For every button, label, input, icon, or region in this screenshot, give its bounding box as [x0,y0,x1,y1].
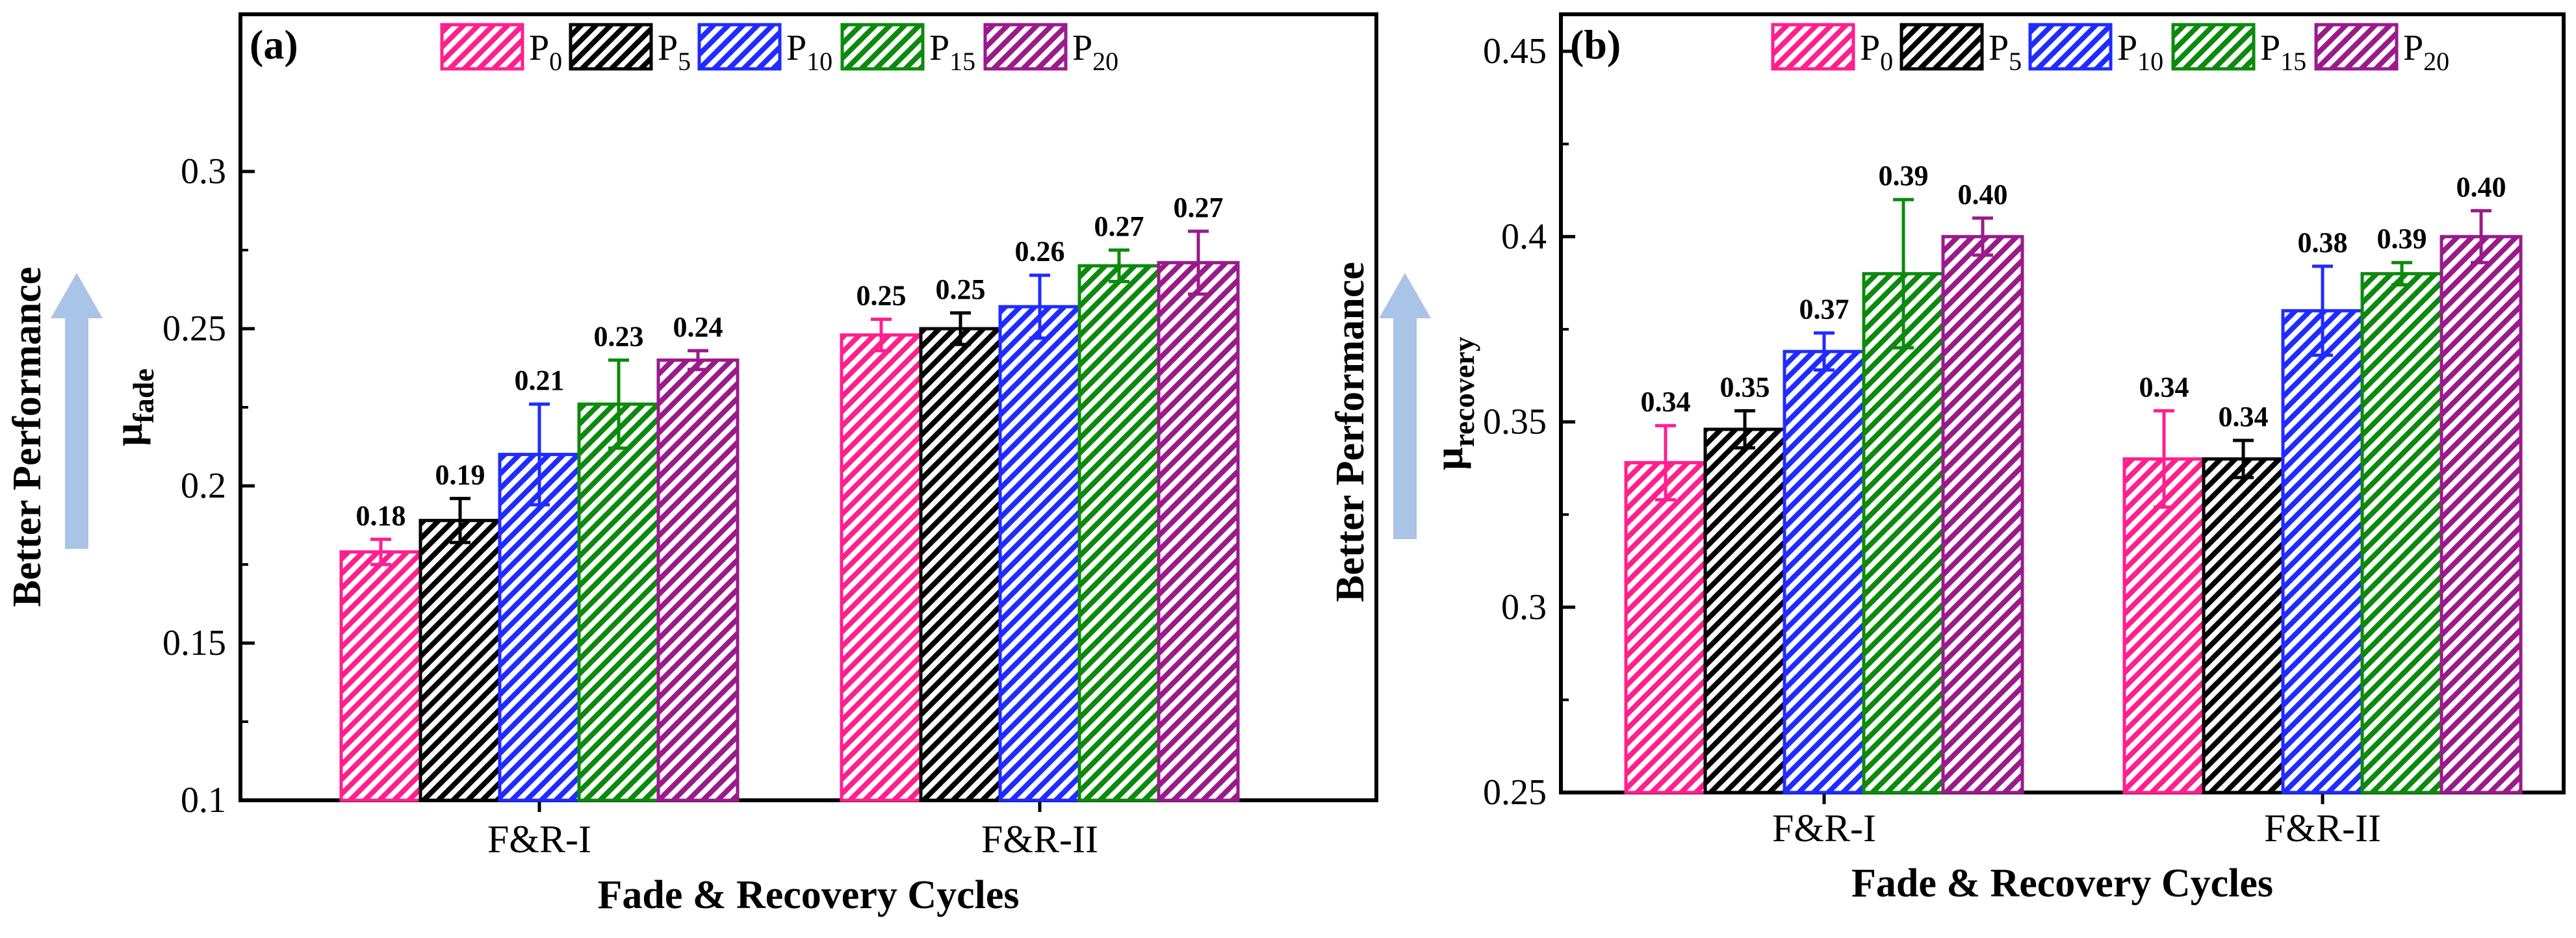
data-label: 0.26 [1015,236,1065,268]
legend-label-p5: P5 [1989,28,2022,76]
data-label: 0.25 [936,273,986,305]
y-tick-label: 0.4 [1501,216,1547,257]
legend-swatch-p0 [1771,23,1855,71]
bar-p0 [840,333,923,802]
data-label: 0.23 [594,320,644,352]
y-tick-label: 0.35 [1483,402,1547,442]
y-tick-label: 0.3 [181,151,226,192]
legend-label-p0: P0 [529,28,562,76]
legend-swatch-p5 [1900,23,1984,71]
bar-p0 [1624,461,1707,794]
legend-swatch-p10 [2028,23,2113,71]
legend-swatch-p20 [2314,23,2399,71]
bar-p15 [1862,272,1945,794]
data-label: 0.34 [2139,371,2189,403]
data-label: 0.35 [1720,371,1770,403]
panel-b-up-arrow-icon [1379,273,1431,539]
y-tick-label: 0.1 [181,780,226,820]
x-category-label: F&R-I [1772,807,1876,850]
legend-swatch-p10 [697,23,782,71]
data-label: 0.34 [2219,401,2269,433]
bar-p5 [419,518,502,802]
x-category-label: F&R-II [981,818,1098,861]
bar-p15 [577,402,660,802]
x-category-label: F&R-I [487,818,591,861]
bar-p10 [2281,309,2364,794]
legend-label-p5: P5 [658,28,691,76]
panel-a: 0.1 0.15 0.2 0.25 0.3 F&R-I F&R-II 0.18 0.25 0.19… [5,12,1378,917]
bar-p0 [2122,457,2206,794]
bar-p20 [656,358,740,802]
legend-label-p20: P20 [1072,28,1118,76]
data-label: 0.39 [1879,160,1929,192]
data-label: 0.34 [1641,386,1691,418]
legend-label-p15: P15 [2260,28,2306,76]
bar-p15 [2360,272,2443,794]
panel-b-y-axis-title: μrecovery [1427,336,1480,470]
data-label: 0.18 [356,500,406,531]
panel-b: 0.25 0.3 0.35 0.4 0.45 F&R-I F&R-II 0.34 0.34 0.3… [1328,12,2566,906]
panel-b-x-axis-title: Fade & Recovery Cycles [1851,861,2273,906]
data-label: 0.37 [1799,294,1849,325]
legend-swatch-p15 [840,23,925,71]
panel-a-up-arrow-icon [51,273,103,549]
legend-swatch-p0 [440,23,524,71]
panel-a-better-performance-note: Better Performance [5,267,49,607]
y-tick-label: 0.3 [1501,587,1547,627]
data-label: 0.19 [435,459,485,490]
legend-label-p10: P10 [786,28,832,76]
x-category-label: F&R-II [2264,807,2381,850]
panel-a-x-axis-title: Fade & Recovery Cycles [597,873,1019,917]
data-label: 0.40 [2456,171,2506,203]
bar-p5 [919,327,1002,802]
legend-label-p20: P20 [2403,28,2449,76]
y-tick-label: 0.25 [162,309,226,349]
data-label: 0.38 [2298,227,2348,259]
legend-label-p15: P15 [929,28,975,76]
data-label: 0.24 [673,311,723,343]
data-label: 0.21 [515,364,565,396]
legend-label-p10: P10 [2117,28,2163,76]
y-tick-label: 0.45 [1483,31,1547,71]
bar-p5 [2202,457,2285,794]
legend-label-p0: P0 [1860,28,1893,76]
y-tick-label: 0.2 [181,466,226,506]
panel-b-plot-frame [1559,12,2566,794]
panel-a-y-axis-title: μfade [107,368,160,446]
y-tick-label: 0.25 [1483,772,1547,813]
panel-b-better-performance-note: Better Performance [1328,262,1372,602]
bar-p20 [1157,260,1240,802]
data-label: 0.39 [2377,223,2427,255]
y-tick-label: 0.15 [162,623,226,663]
bar-p10 [1783,349,1866,794]
data-label: 0.27 [1094,210,1144,242]
bar-p5 [1703,427,1786,794]
data-label: 0.40 [1958,179,2008,210]
bar-p15 [1077,264,1161,802]
bar-p0 [339,550,422,802]
legend-swatch-p15 [2171,23,2256,71]
bar-p20 [1941,234,2024,794]
bar-p10 [998,305,1081,802]
legend-swatch-p20 [983,23,1068,71]
panel-b-label: (b) [1570,21,1621,68]
data-label: 0.25 [857,279,907,311]
bar-p20 [2440,234,2523,794]
legend-swatch-p5 [569,23,653,71]
bar-p10 [498,453,581,802]
data-label: 0.27 [1174,192,1224,223]
panel-a-label: (a) [250,21,298,68]
